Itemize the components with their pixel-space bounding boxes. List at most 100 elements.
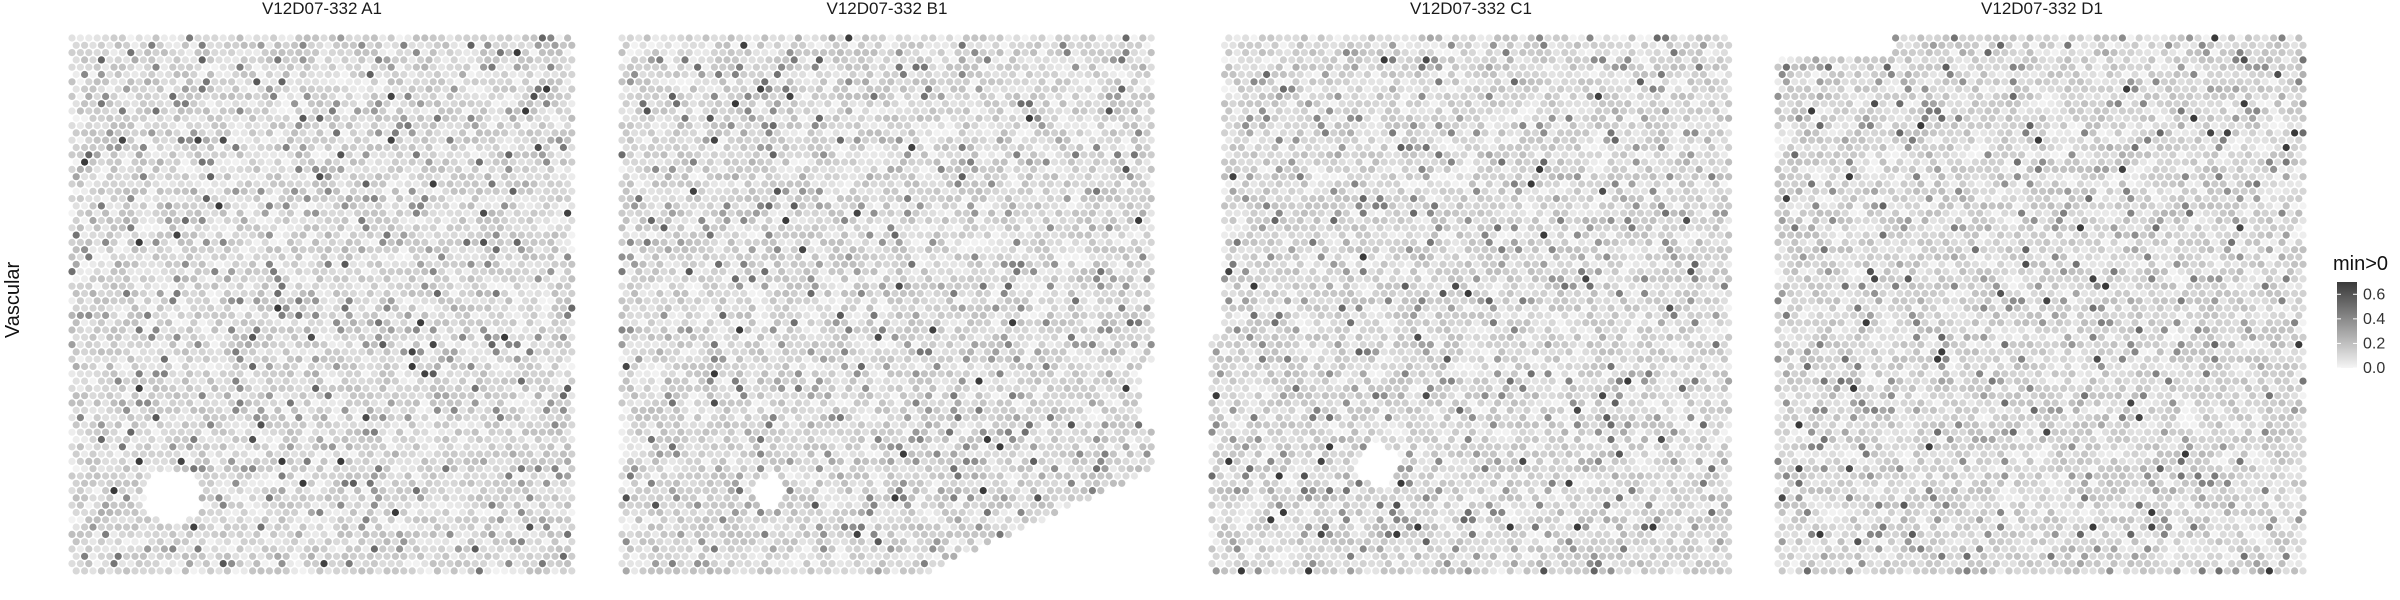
spot xyxy=(328,122,336,130)
spot xyxy=(1076,56,1084,64)
spot xyxy=(551,143,559,152)
spot xyxy=(366,100,374,108)
spot xyxy=(446,560,454,568)
spot xyxy=(114,158,122,166)
spot xyxy=(513,224,521,232)
spot xyxy=(396,151,404,159)
spot xyxy=(400,260,408,268)
spot xyxy=(517,158,526,166)
spot xyxy=(341,143,349,152)
spot xyxy=(114,348,122,356)
spot xyxy=(173,377,181,385)
spot xyxy=(307,70,315,79)
spot xyxy=(177,457,185,465)
spot xyxy=(480,326,488,334)
spot xyxy=(328,414,336,422)
spot xyxy=(492,377,500,385)
spot xyxy=(307,333,315,341)
spot xyxy=(349,538,357,546)
spot xyxy=(249,435,257,444)
spot xyxy=(429,326,437,334)
spot xyxy=(442,494,450,502)
spot xyxy=(274,158,282,166)
spot xyxy=(379,530,387,539)
spot xyxy=(312,282,320,290)
spot xyxy=(794,63,803,71)
spot xyxy=(72,129,80,137)
spot xyxy=(345,34,353,42)
spot xyxy=(337,180,345,188)
spot xyxy=(173,187,181,195)
spot xyxy=(186,180,194,188)
spot xyxy=(85,253,93,261)
spot xyxy=(152,443,160,451)
spot xyxy=(354,282,362,290)
spot xyxy=(778,63,786,71)
spot xyxy=(177,180,185,188)
spot xyxy=(446,151,454,159)
spot xyxy=(244,370,252,378)
spot xyxy=(543,348,551,356)
spot xyxy=(555,501,563,509)
spot xyxy=(358,567,366,575)
spot xyxy=(139,333,147,341)
spot xyxy=(387,209,395,217)
spot xyxy=(328,443,336,451)
spot xyxy=(962,78,971,86)
spot xyxy=(249,114,257,122)
spot xyxy=(194,530,202,539)
spot xyxy=(375,333,383,341)
spot xyxy=(110,92,118,100)
spot xyxy=(404,238,412,246)
spot xyxy=(173,231,181,239)
spot xyxy=(177,399,185,407)
spot xyxy=(295,107,303,115)
spot xyxy=(278,63,286,71)
spot xyxy=(333,421,341,429)
spot xyxy=(291,100,299,108)
spot xyxy=(72,465,80,473)
spot xyxy=(286,195,294,203)
spot xyxy=(240,508,248,517)
spot xyxy=(375,143,383,152)
spot xyxy=(564,34,572,42)
spot xyxy=(114,377,122,385)
spot xyxy=(89,304,97,312)
spot xyxy=(106,465,114,473)
spot xyxy=(354,487,362,495)
spot xyxy=(421,545,429,553)
spot xyxy=(228,501,236,509)
spot xyxy=(152,136,160,144)
spot xyxy=(421,268,429,276)
spot xyxy=(295,560,303,568)
spot xyxy=(362,195,370,203)
spot xyxy=(139,319,147,327)
spot xyxy=(425,56,433,64)
spot xyxy=(194,34,202,42)
spot xyxy=(249,508,257,517)
spot xyxy=(509,187,517,195)
spot xyxy=(261,443,269,451)
spot xyxy=(186,268,194,276)
spot xyxy=(81,479,89,487)
spot xyxy=(1084,85,1092,93)
spot xyxy=(144,443,152,451)
spot xyxy=(442,406,450,414)
spot xyxy=(400,362,408,371)
spot xyxy=(249,333,257,341)
spot xyxy=(467,333,475,341)
spot xyxy=(118,384,126,392)
spot xyxy=(333,216,341,225)
spot xyxy=(383,275,391,283)
spot xyxy=(131,362,139,371)
spot xyxy=(551,260,559,268)
spot xyxy=(85,472,93,480)
spot xyxy=(286,501,294,509)
spot xyxy=(471,341,479,349)
spot xyxy=(543,260,551,268)
spot xyxy=(513,487,521,495)
spot xyxy=(93,180,101,188)
spot xyxy=(106,202,114,210)
spot xyxy=(312,487,320,495)
spot xyxy=(543,479,551,487)
